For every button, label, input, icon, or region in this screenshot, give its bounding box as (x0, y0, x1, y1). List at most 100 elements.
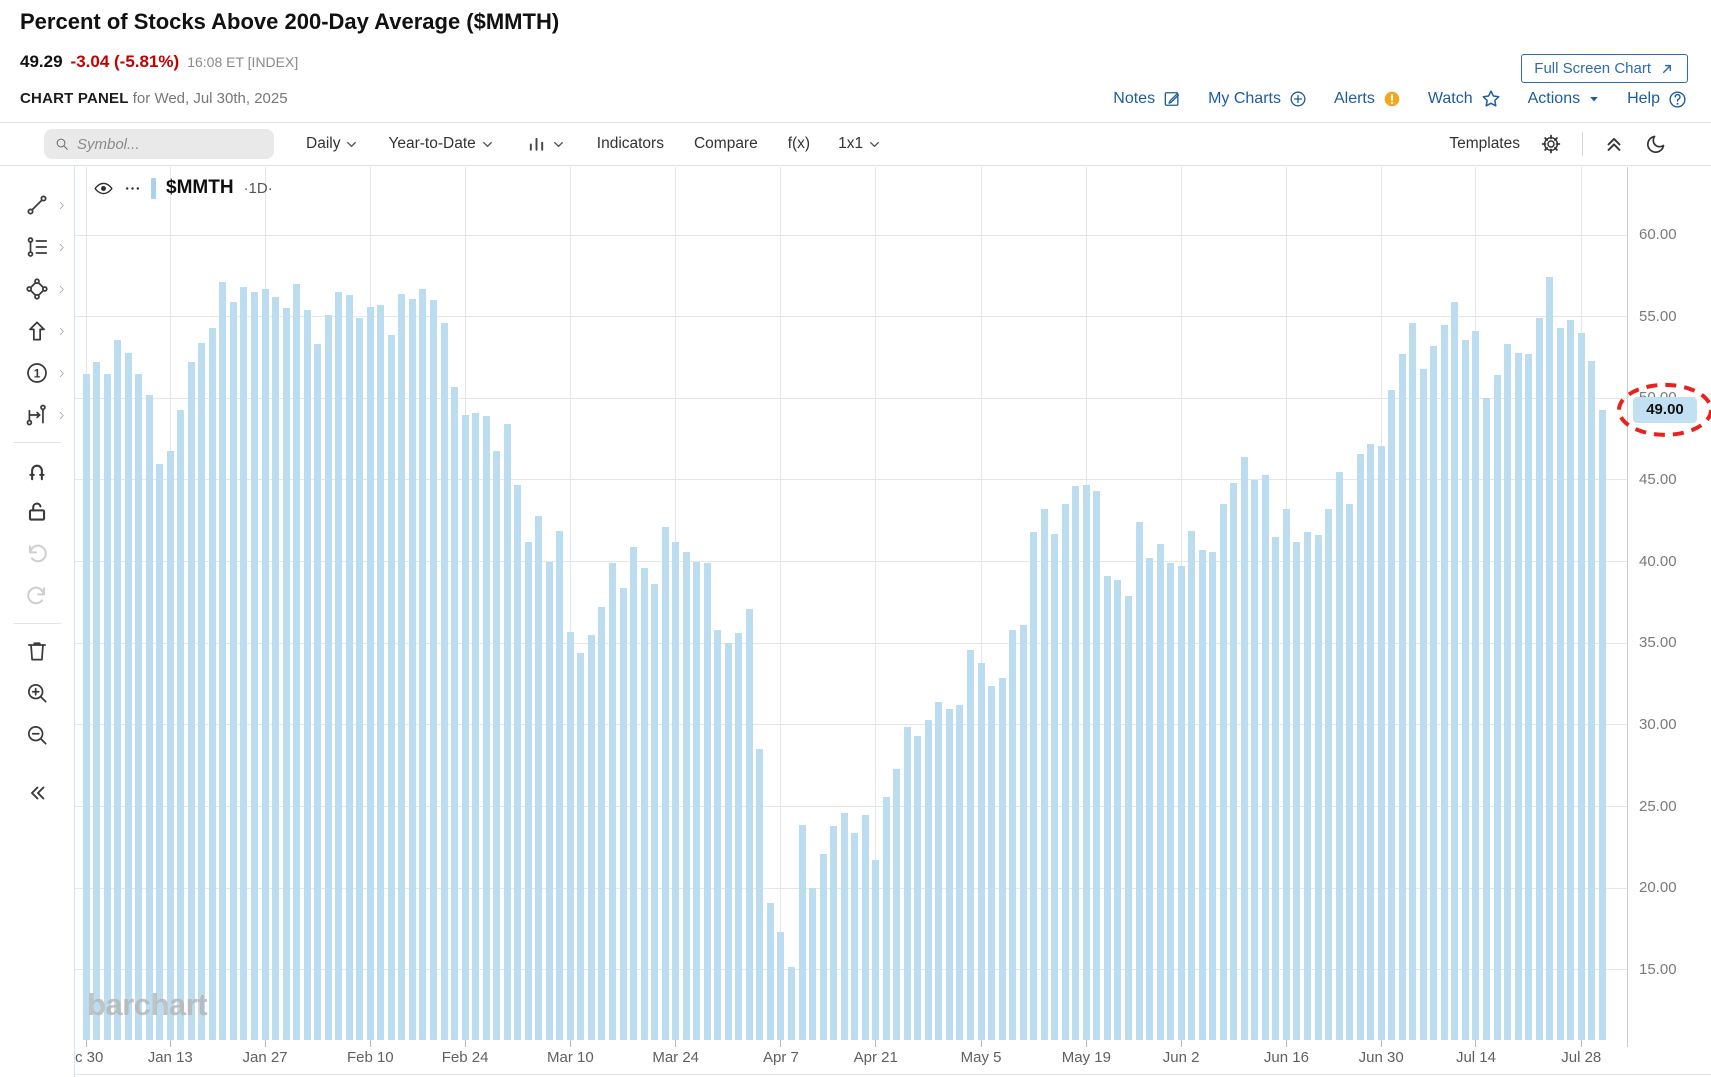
chart-bar (208, 328, 216, 1040)
y-axis-label: 35.00 (1639, 634, 1677, 652)
chart-bar (1293, 542, 1301, 1040)
y-axis[interactable]: 49.00 60.0055.0050.0045.0040.0035.0030.0… (1617, 167, 1711, 1047)
chart-bar (1072, 486, 1080, 1040)
templates-button[interactable]: Templates (1449, 135, 1520, 153)
numbered-annotation-tool[interactable]: 1 (0, 352, 75, 394)
my-charts-label: My Charts (1208, 90, 1281, 107)
chart-bar (703, 563, 711, 1040)
range-dropdown[interactable]: Year-to-Date (388, 135, 493, 153)
chart-bar (914, 736, 922, 1040)
chart-bar (535, 515, 543, 1040)
alert-exclamation-icon (1384, 91, 1400, 107)
chevron-down-icon (870, 141, 880, 147)
y-axis-label: 15.00 (1639, 960, 1677, 978)
chart-plot-area[interactable]: $MMTH ·1D· barchart (75, 167, 1627, 1040)
chart-bar (1303, 532, 1311, 1040)
lock-drawings-tool[interactable] (0, 491, 75, 533)
annotation-ellipse (1617, 382, 1711, 437)
actions-link[interactable]: Actions (1528, 90, 1601, 108)
h-gridline (75, 642, 1627, 644)
chevron-down-icon (482, 141, 492, 147)
collapse-sidebar-button[interactable] (0, 772, 75, 814)
arrow-annotation-tool[interactable] (0, 310, 75, 352)
x-axis-label: Apr 21 (853, 1049, 898, 1066)
chart-bar (1398, 354, 1406, 1040)
chart-bar (851, 832, 859, 1040)
chart-bar (945, 708, 953, 1040)
chart-bar (545, 561, 553, 1040)
compare-button[interactable]: Compare (694, 135, 758, 153)
chart-bar (630, 546, 638, 1040)
series-color-swatch (151, 177, 156, 199)
chart-bar (1156, 543, 1164, 1040)
x-axis-tick (85, 1040, 87, 1047)
indicators-button[interactable]: Indicators (597, 135, 664, 153)
alerts-link[interactable]: Alerts (1334, 89, 1402, 109)
fibonacci-tool[interactable] (0, 226, 75, 268)
chart-bar (1598, 409, 1606, 1040)
symbol-search[interactable] (44, 129, 274, 159)
chart-bar (1093, 491, 1101, 1040)
more-options-icon[interactable] (124, 180, 141, 197)
undo-button[interactable] (0, 533, 75, 575)
symbol-input[interactable] (77, 135, 264, 153)
zoom-out-button[interactable] (0, 714, 75, 756)
chart-bar (250, 292, 258, 1040)
magnet-snap-tool[interactable] (0, 449, 75, 491)
star-icon (1482, 90, 1500, 107)
h-gridline (75, 561, 1627, 563)
notes-link[interactable]: Notes (1113, 89, 1182, 109)
frequency-dropdown[interactable]: Daily (306, 135, 358, 153)
x-axis-label: Apr 7 (763, 1049, 799, 1066)
full-screen-chart-label: Full Screen Chart (1534, 60, 1651, 77)
page-title: Percent of Stocks Above 200-Day Average … (20, 9, 560, 34)
alerts-label: Alerts (1333, 90, 1375, 107)
settings-button[interactable] (1540, 133, 1562, 155)
zoom-in-button[interactable] (0, 672, 75, 714)
chart-bar (1082, 484, 1090, 1040)
chart-bar (819, 853, 827, 1040)
chart-bar (587, 635, 595, 1040)
layout-dropdown[interactable]: 1x1 (838, 135, 881, 153)
chart-bar (1451, 301, 1459, 1040)
chart-bar (640, 568, 648, 1040)
eye-icon[interactable] (93, 178, 114, 199)
y-axis-label: 55.00 (1639, 307, 1677, 325)
chart-bar (1419, 368, 1427, 1040)
toolbar-divider (1582, 132, 1583, 156)
chart-bar (93, 362, 101, 1040)
chart-bar (766, 902, 774, 1040)
chart-bar (219, 282, 227, 1040)
delete-drawings-button[interactable] (0, 630, 75, 672)
trend-line-tool[interactable] (0, 184, 75, 226)
undo-icon (28, 544, 47, 563)
chevron-right-icon (59, 369, 64, 377)
help-link[interactable]: Help (1627, 89, 1688, 110)
chart-bar (229, 301, 237, 1040)
redo-button[interactable] (0, 575, 75, 617)
chart-bar (998, 677, 1006, 1040)
measure-tool[interactable] (0, 394, 75, 436)
chart-bar (682, 551, 690, 1040)
x-axis[interactable]: c 30 Jan 13 Jan 27 Feb 10 Feb 24 Mar 10 Mar 24… (75, 1040, 1627, 1077)
shapes-tool[interactable] (0, 268, 75, 310)
header: Percent of Stocks Above 200-Day Average … (0, 0, 1711, 122)
range-label: Year-to-Date (388, 135, 476, 152)
chart-bar (788, 966, 795, 1040)
chart-bar (387, 334, 395, 1040)
my-charts-link[interactable]: My Charts (1208, 89, 1308, 109)
dark-mode-toggle[interactable] (1645, 133, 1667, 155)
collapse-toolbar-button[interactable] (1603, 133, 1625, 155)
full-screen-chart-button[interactable]: Full Screen Chart (1521, 54, 1688, 83)
arrow-up-right-icon (1662, 64, 1672, 73)
x-axis-tick (369, 1040, 371, 1047)
chart-bar (861, 814, 869, 1040)
chart-bar (1198, 550, 1206, 1040)
chart-bar (1177, 566, 1185, 1040)
chart-bar (777, 932, 785, 1040)
chart-type-dropdown[interactable] (526, 134, 565, 155)
chart-bar (314, 344, 322, 1040)
watch-link[interactable]: Watch (1428, 88, 1502, 110)
quote-time: 16:08 ET [INDEX] (187, 54, 299, 70)
fx-button[interactable]: f(x) (788, 135, 810, 153)
